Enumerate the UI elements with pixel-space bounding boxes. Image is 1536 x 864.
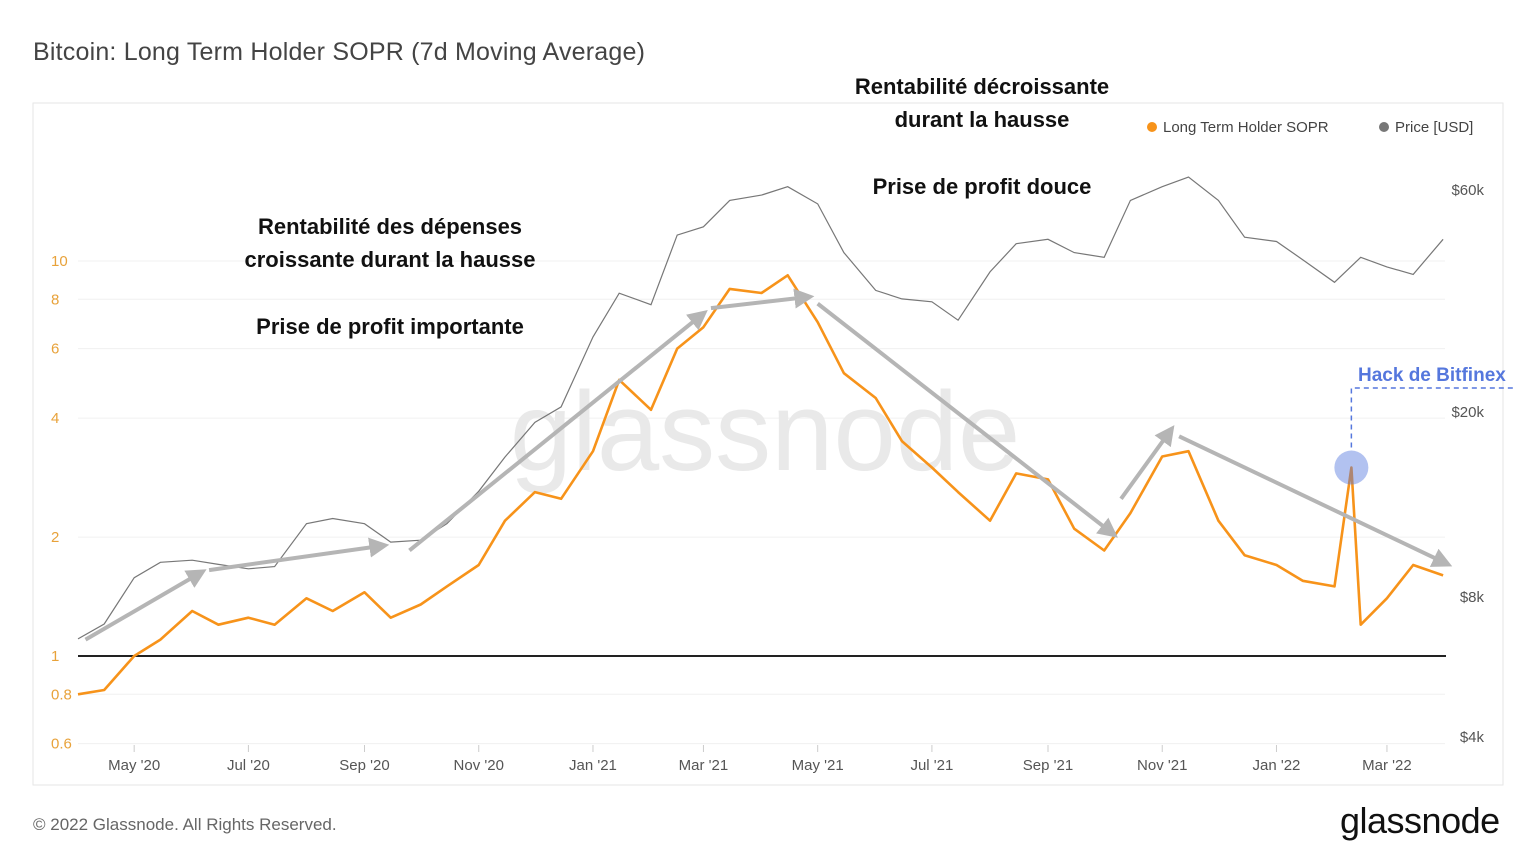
y-left-tick-label: 6	[51, 341, 59, 358]
legend: Long Term Holder SOPR Price [USD]	[1147, 119, 1473, 136]
legend-marker-price	[1379, 122, 1389, 132]
annotation-text: Prise de profit importante	[256, 314, 524, 339]
trend-arrow	[1178, 434, 1453, 567]
trend-arrow	[208, 537, 390, 573]
trend-arrow	[710, 288, 815, 311]
x-tick-label: Jan '22	[1253, 757, 1301, 774]
trend-arrows	[84, 288, 1453, 642]
x-tick-label: Jul '21	[910, 757, 953, 774]
x-tick-labels: May '20 Jul '20 Sep '20 Nov '20 Jan '21 Mar '…	[108, 745, 1412, 774]
chart-title: Bitcoin: Long Term Holder SOPR (7d Movin…	[33, 38, 646, 66]
legend-label-sopr: Long Term Holder SOPR	[1163, 119, 1329, 136]
x-tick-label: Mar '22	[1362, 757, 1412, 774]
y-left-tick-label: 10	[51, 253, 68, 270]
hack-label: Hack de Bitfinex	[1358, 365, 1506, 386]
y-left-tick-label: 0.8	[51, 686, 72, 703]
y-left-tick-label: 8	[51, 291, 59, 308]
series-layer	[77, 176, 1444, 696]
footer-logo: glassnode	[1340, 800, 1500, 841]
hack-marker	[1334, 450, 1369, 485]
y-left-tick-label: 2	[51, 529, 59, 546]
annotation-text: croissante durant la hausse	[245, 247, 536, 272]
annotation-text: Rentabilité décroissante	[855, 74, 1109, 99]
price-line	[77, 176, 1444, 640]
legend-label-price: Price [USD]	[1395, 119, 1473, 136]
legend-marker-sopr	[1147, 122, 1157, 132]
sopr-line	[77, 274, 1444, 696]
annotation-text: Rentabilité des dépenses	[258, 214, 522, 239]
plot-frame	[32, 102, 1504, 786]
y-left-tick-label: 1	[51, 648, 59, 665]
annotation-text: Prise de profit douce	[873, 174, 1092, 199]
annotations: Rentabilité décroissante durant la hausse…	[245, 74, 1110, 339]
annotation-text: durant la hausse	[895, 107, 1070, 132]
trend-arrow	[816, 302, 1118, 538]
y-left-tick-label: 4	[51, 410, 59, 427]
hack-annotation: Hack de Bitfinex	[1334, 365, 1515, 485]
y-right-tick-labels: $4k $8k $20k $60k	[1451, 182, 1484, 746]
x-tick-label: Jan '21	[569, 757, 617, 774]
trend-arrow	[1119, 425, 1175, 500]
x-tick-label: Sep '20	[339, 757, 389, 774]
y-right-tick-label: $4k	[1460, 729, 1485, 746]
watermark: glassnode	[510, 369, 1021, 494]
y-left-tick-labels: 0.6 0.8 1 2 4 6 8 10	[51, 253, 72, 753]
x-tick-label: Sep '21	[1023, 757, 1073, 774]
x-tick-label: May '21	[792, 757, 844, 774]
x-tick-label: Nov '21	[1137, 757, 1187, 774]
y-right-tick-label: $60k	[1451, 182, 1484, 199]
trend-arrow	[408, 309, 708, 553]
trend-arrow	[84, 569, 207, 642]
y-right-tick-label: $8k	[1460, 589, 1485, 606]
x-tick-label: Mar '21	[679, 757, 729, 774]
y-right-tick-label: $20k	[1451, 404, 1484, 421]
hack-connector	[1350, 387, 1515, 448]
x-tick-label: Jul '20	[227, 757, 270, 774]
x-tick-label: May '20	[108, 757, 160, 774]
footer-copyright: © 2022 Glassnode. All Rights Reserved.	[33, 815, 337, 834]
y-left-tick-label: 0.6	[51, 736, 72, 753]
x-tick-label: Nov '20	[454, 757, 504, 774]
